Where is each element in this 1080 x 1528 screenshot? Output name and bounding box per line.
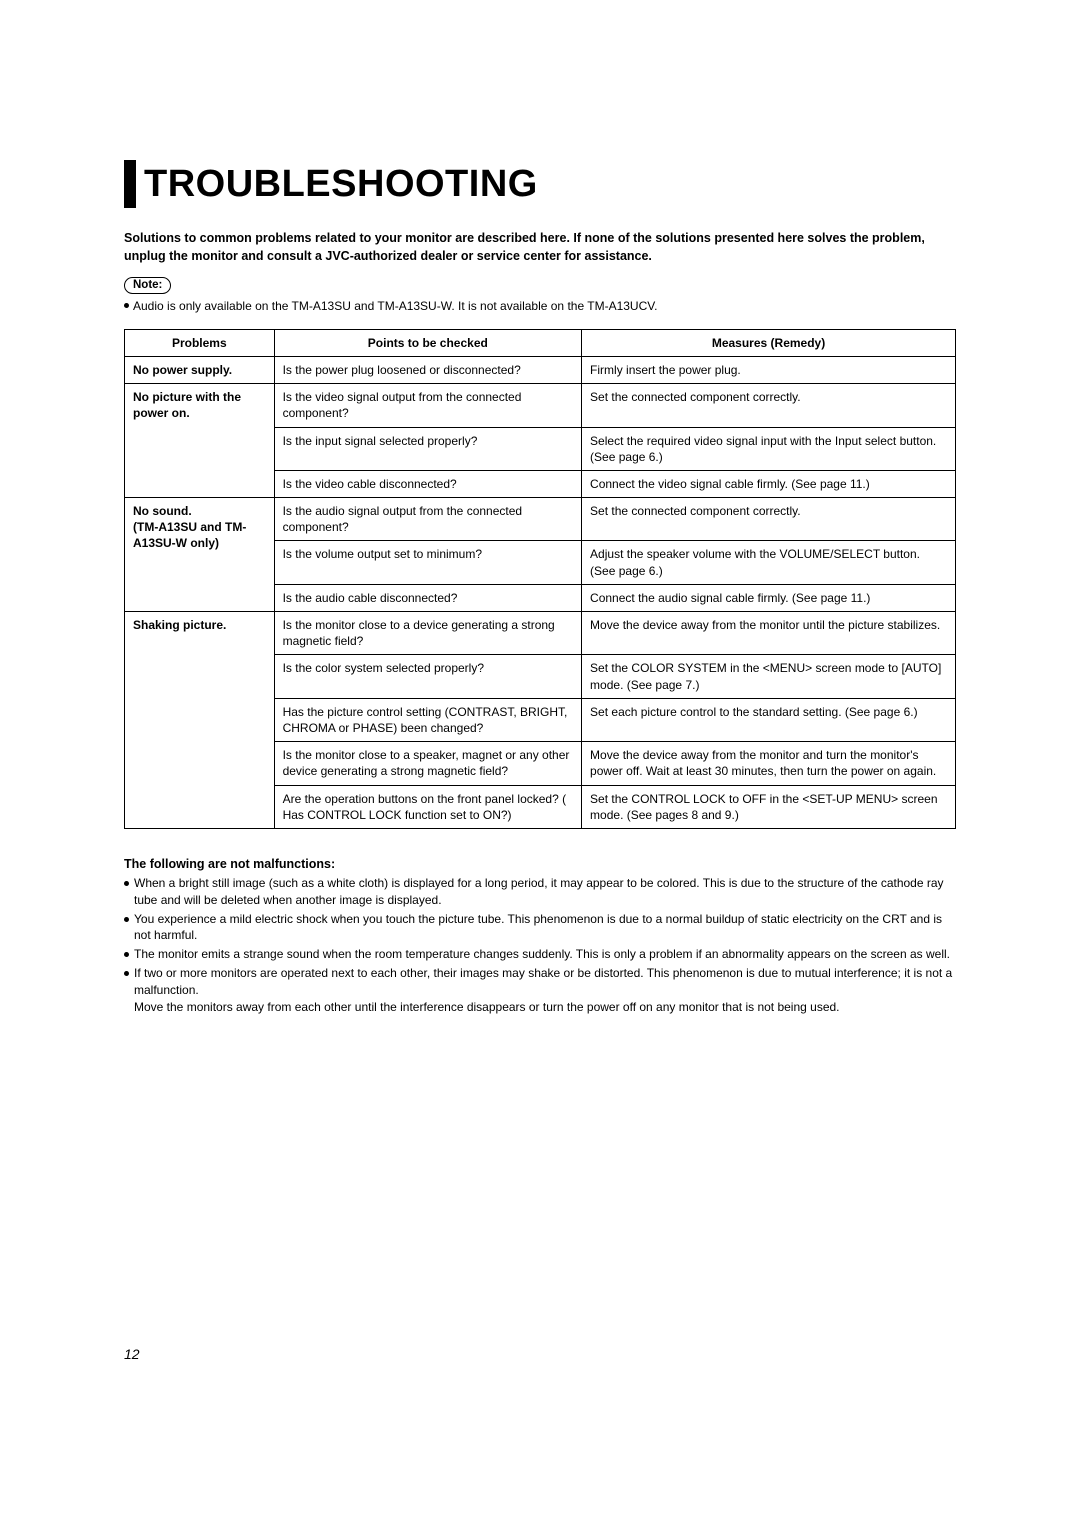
list-item-text: When a bright still image (such as a whi… — [134, 875, 956, 909]
bullet-icon — [124, 917, 129, 922]
cell-point: Is the audio signal output from the conn… — [274, 498, 581, 541]
cell-problem: Shaking picture. — [125, 612, 275, 829]
not-malfunctions-title: The following are not malfunctions: — [124, 857, 956, 871]
table-header-row: Problems Points to be checked Measures (… — [125, 329, 956, 356]
page-content: TROUBLESHOOTING Solutions to common prob… — [0, 0, 1080, 1015]
cell-measure: Set the connected component correctly. — [582, 384, 956, 427]
list-item-text: The monitor emits a strange sound when t… — [134, 946, 956, 963]
note-badge-wrap: Note: — [124, 275, 956, 294]
cell-problem: No picture with the power on. — [125, 384, 275, 498]
table-row: Shaking picture. Is the monitor close to… — [125, 612, 956, 655]
cell-measure: Move the device away from the monitor an… — [582, 742, 956, 785]
bullet-icon — [124, 971, 129, 976]
cell-measure: Set the connected component correctly. — [582, 498, 956, 541]
list-item: When a bright still image (such as a whi… — [124, 875, 956, 909]
list-item-text: If two or more monitors are operated nex… — [134, 965, 956, 1015]
cell-point: Is the power plug loosened or disconnect… — [274, 356, 581, 383]
cell-measure: Set each picture control to the standard… — [582, 698, 956, 741]
note-text: Audio is only available on the TM-A13SU … — [124, 298, 956, 315]
cell-measure: Move the device away from the monitor un… — [582, 612, 956, 655]
list-item: If two or more monitors are operated nex… — [124, 965, 956, 1015]
title-accent-bar — [124, 160, 136, 208]
troubleshooting-table: Problems Points to be checked Measures (… — [124, 329, 956, 829]
cell-measure: Adjust the speaker volume with the VOLUM… — [582, 541, 956, 584]
cell-point: Has the picture control setting (CONTRAS… — [274, 698, 581, 741]
table-row: No picture with the power on. Is the vid… — [125, 384, 956, 427]
table-row: No sound. (TM-A13SU and TM-A13SU-W only)… — [125, 498, 956, 541]
cell-point: Is the video cable disconnected? — [274, 470, 581, 497]
list-item-text: You experience a mild electric shock whe… — [134, 911, 956, 945]
note-body: Audio is only available on the TM-A13SU … — [133, 299, 657, 313]
header-measures: Measures (Remedy) — [582, 329, 956, 356]
cell-point: Is the color system selected properly? — [274, 655, 581, 698]
intro-text: Solutions to common problems related to … — [124, 230, 956, 265]
cell-point: Is the volume output set to minimum? — [274, 541, 581, 584]
cell-measure: Set the CONTROL LOCK to OFF in the <SET-… — [582, 785, 956, 828]
note-badge: Note: — [124, 277, 171, 294]
table-row: No power supply. Is the power plug loose… — [125, 356, 956, 383]
header-points: Points to be checked — [274, 329, 581, 356]
cell-measure: Firmly insert the power plug. — [582, 356, 956, 383]
cell-point: Are the operation buttons on the front p… — [274, 785, 581, 828]
cell-measure: Connect the audio signal cable firmly. (… — [582, 584, 956, 611]
cell-measure: Connect the video signal cable firmly. (… — [582, 470, 956, 497]
bullet-icon — [124, 952, 129, 957]
not-malfunctions-list: When a bright still image (such as a whi… — [124, 875, 956, 1015]
cell-measure: Set the COLOR SYSTEM in the <MENU> scree… — [582, 655, 956, 698]
bullet-icon — [124, 303, 129, 308]
cell-point: Is the audio cable disconnected? — [274, 584, 581, 611]
cell-point: Is the monitor close to a device generat… — [274, 612, 581, 655]
page-number: 12 — [124, 1346, 140, 1362]
cell-point: Is the video signal output from the conn… — [274, 384, 581, 427]
cell-point: Is the input signal selected properly? — [274, 427, 581, 470]
bullet-icon — [124, 881, 129, 886]
cell-problem: No power supply. — [125, 356, 275, 383]
header-problems: Problems — [125, 329, 275, 356]
cell-point: Is the monitor close to a speaker, magne… — [274, 742, 581, 785]
title-row: TROUBLESHOOTING — [124, 160, 956, 208]
cell-problem: No sound. (TM-A13SU and TM-A13SU-W only) — [125, 498, 275, 612]
page-title: TROUBLESHOOTING — [144, 163, 538, 206]
list-item: The monitor emits a strange sound when t… — [124, 946, 956, 963]
cell-measure: Select the required video signal input w… — [582, 427, 956, 470]
list-item: You experience a mild electric shock whe… — [124, 911, 956, 945]
